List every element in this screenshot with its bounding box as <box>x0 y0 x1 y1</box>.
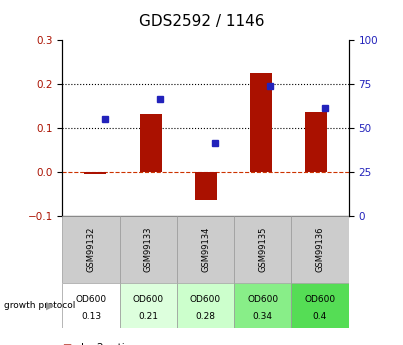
Text: 0.28: 0.28 <box>195 312 216 321</box>
Text: GSM99132: GSM99132 <box>87 227 96 272</box>
Text: ▶: ▶ <box>46 300 54 310</box>
Text: log2 ratio: log2 ratio <box>81 344 131 345</box>
Text: 0.13: 0.13 <box>81 312 101 321</box>
Bar <box>62 283 120 328</box>
Text: GDS2592 / 1146: GDS2592 / 1146 <box>139 14 264 29</box>
Text: OD600: OD600 <box>190 295 221 304</box>
Text: GSM99133: GSM99133 <box>144 227 153 272</box>
Text: OD600: OD600 <box>75 295 107 304</box>
Bar <box>177 283 234 328</box>
Bar <box>234 216 291 283</box>
Bar <box>139 115 162 171</box>
Text: 0.4: 0.4 <box>313 312 327 321</box>
Text: 0.21: 0.21 <box>138 312 158 321</box>
Bar <box>234 283 291 328</box>
Bar <box>85 171 106 174</box>
Text: ■: ■ <box>62 344 72 345</box>
Bar <box>120 283 177 328</box>
Bar <box>291 216 349 283</box>
Text: growth protocol: growth protocol <box>4 301 75 310</box>
Bar <box>305 112 326 171</box>
Bar <box>195 171 216 200</box>
Text: 0.34: 0.34 <box>253 312 273 321</box>
Text: OD600: OD600 <box>304 295 336 304</box>
Text: GSM99135: GSM99135 <box>258 227 267 272</box>
Bar <box>291 283 349 328</box>
Bar <box>62 216 120 283</box>
Text: GSM99134: GSM99134 <box>201 227 210 272</box>
Text: OD600: OD600 <box>247 295 278 304</box>
Text: GSM99136: GSM99136 <box>316 227 324 272</box>
Bar <box>120 216 177 283</box>
Bar <box>249 73 272 171</box>
Text: OD600: OD600 <box>133 295 164 304</box>
Bar <box>177 216 234 283</box>
